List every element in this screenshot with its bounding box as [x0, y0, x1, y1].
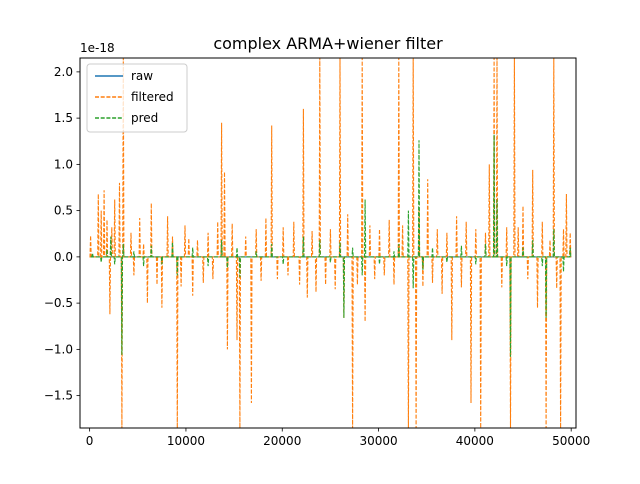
y-axis: −1.5 −1.0 −0.5 0.0 0.5 1.0 1.5 2.0	[44, 65, 80, 403]
x-tick-label: 10000	[167, 434, 205, 448]
legend: raw filtered pred	[86, 63, 188, 133]
y-axis-offset-label: 1e-18	[80, 41, 115, 55]
y-tick-label: −0.5	[44, 296, 73, 310]
x-tick-label: 30000	[359, 434, 397, 448]
y-tick-label: 0.5	[54, 204, 73, 218]
x-axis: 0 10000 20000 30000 40000 50000	[86, 428, 590, 448]
legend-label-raw: raw	[131, 69, 153, 83]
legend-box	[86, 63, 188, 133]
series-line-pred	[90, 134, 572, 357]
x-tick-label: 40000	[456, 434, 494, 448]
chart-title: complex ARMA+wiener filter	[213, 34, 443, 53]
y-tick-label: 1.5	[54, 111, 73, 125]
x-tick-label: 50000	[552, 434, 590, 448]
x-tick-label: 20000	[263, 434, 301, 448]
y-tick-label: 0.0	[54, 250, 73, 264]
series-layer	[89, 58, 572, 428]
series-line-filtered	[89, 58, 572, 428]
y-tick-label: −1.5	[44, 389, 73, 403]
legend-label-pred: pred	[131, 111, 158, 125]
y-tick-label: 2.0	[54, 65, 73, 79]
x-tick-label: 0	[86, 434, 94, 448]
y-tick-label: 1.0	[54, 157, 73, 171]
legend-label-filtered: filtered	[131, 90, 174, 104]
y-tick-label: −1.0	[44, 342, 73, 356]
plot-frame	[79, 57, 577, 429]
